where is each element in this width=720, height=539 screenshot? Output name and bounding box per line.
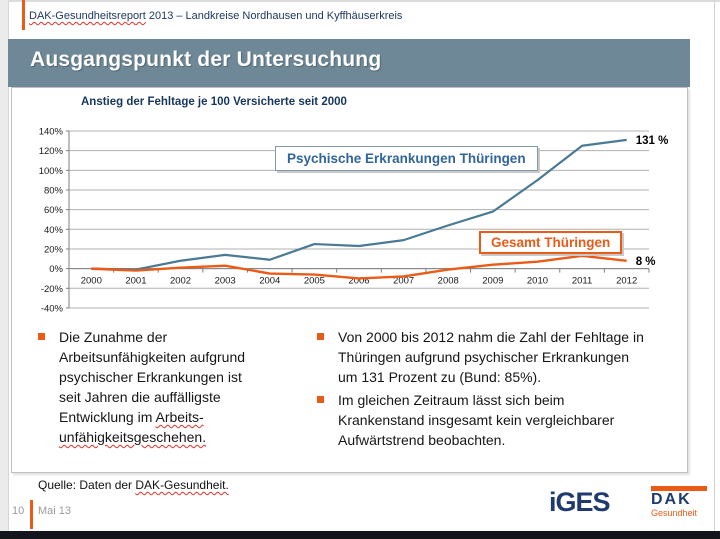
text-segment: um 131 Prozent zu (Bund: 85%). xyxy=(338,369,542,385)
text-segment: Von 2000 bis 2012 nahm die Zahl der Fehl… xyxy=(338,329,644,345)
svg-text:131 %: 131 % xyxy=(636,135,669,147)
text-segment: Die Zunahme der xyxy=(59,329,168,345)
slide-title: Ausgangspunkt der Untersuchung xyxy=(30,48,382,71)
svg-text:2007: 2007 xyxy=(393,276,414,287)
svg-text:2012: 2012 xyxy=(616,276,637,287)
svg-text:80%: 80% xyxy=(44,185,64,196)
source-note: Quelle: Daten der DAK-Gesundheit. xyxy=(38,478,229,492)
text-segment: Entwicklung im xyxy=(59,409,156,425)
text-segment: Arbeits- xyxy=(155,409,204,425)
svg-text:2002: 2002 xyxy=(170,276,191,287)
text-segment: DAK-Gesundheit. xyxy=(135,478,229,492)
text-segment: psychischer Erkrankungen ist xyxy=(59,369,242,385)
svg-text:2005: 2005 xyxy=(304,276,325,287)
content-box: Anstieg der Fehltage je 100 Versicherte … xyxy=(11,87,688,473)
svg-text:2004: 2004 xyxy=(259,276,280,287)
svg-text:2009: 2009 xyxy=(482,276,503,287)
bullet-square-icon xyxy=(317,396,324,403)
svg-text:2008: 2008 xyxy=(438,276,459,287)
svg-text:40%: 40% xyxy=(44,225,64,236)
text-segment: unfähigkeitsgeschehen. xyxy=(59,429,207,445)
svg-text:120%: 120% xyxy=(39,146,64,157)
footer-accent-bar xyxy=(30,500,33,529)
svg-text:2011: 2011 xyxy=(572,276,592,287)
window-top-edge xyxy=(8,0,720,2)
chart-area: -40% -20% 0% 20% 40% 60% 80% 100% 120% 140% 2000 20… xyxy=(32,116,669,324)
bullet-text: Im gleichen Zeitraum lässt sich beim Kran… xyxy=(338,390,614,450)
dak-logo-bar xyxy=(651,486,707,491)
bullet-square-icon xyxy=(317,333,324,340)
svg-text:140%: 140% xyxy=(39,127,64,138)
text-segment: Im gleichen Zeitraum lässt sich beim xyxy=(338,392,565,408)
footer-date: Mai 13 xyxy=(38,505,72,517)
bullet-item: Von 2000 bis 2012 nahm die Zahl der Fehl… xyxy=(317,327,689,387)
window-bottom-band xyxy=(0,531,720,539)
bullet-text: Von 2000 bis 2012 nahm die Zahl der Fehl… xyxy=(338,327,644,387)
dak-logo-name: DAK xyxy=(651,491,692,508)
bullet-square-icon xyxy=(38,333,45,340)
window-left-strip xyxy=(0,0,9,539)
text-segment: Krankenstand insgesamt kein vergleichbar… xyxy=(338,412,615,428)
dak-logo: DAK Gesundheit xyxy=(651,486,707,518)
svg-text:20%: 20% xyxy=(44,244,64,255)
bullet-text: Die Zunahme der Arbeitsunfähigkeiten aufg… xyxy=(59,327,245,447)
bullet-column-right: Von 2000 bis 2012 nahm die Zahl der Fehl… xyxy=(317,327,689,450)
bullet-item: Die Zunahme der Arbeitsunfähigkeiten aufg… xyxy=(38,327,338,447)
svg-text:2010: 2010 xyxy=(527,276,548,287)
svg-text:100%: 100% xyxy=(39,166,64,177)
header-accent-bar xyxy=(22,0,25,30)
bullet-item: Im gleichen Zeitraum lässt sich beim Kran… xyxy=(317,390,689,450)
svg-text:60%: 60% xyxy=(44,205,64,216)
iges-logo: iGES xyxy=(549,487,611,517)
text-segment: DAK-Gesundheitsreport xyxy=(29,10,146,22)
svg-text:-20%: -20% xyxy=(41,284,64,295)
svg-text:-40%: -40% xyxy=(41,303,64,314)
series-label-psychische-erkrankungen: Psychische Erkrankungen Thüringen xyxy=(275,146,538,171)
svg-text:2000: 2000 xyxy=(81,276,102,287)
report-header: DAK-Gesundheitsreport 2013 – Landkreise … xyxy=(29,10,402,22)
text-segment: 2013 – Landkreise Nordhausen und Kyffhäu… xyxy=(145,10,403,22)
text-segment: seit Jahren die auffälligste xyxy=(59,389,221,405)
bullet-column-left: Die Zunahme der Arbeitsunfähigkeiten aufg… xyxy=(38,327,338,447)
text-segment: Thüringen aufgrund psychischer Erkrankun… xyxy=(338,349,630,365)
dak-logo-subtitle: Gesundheit xyxy=(651,508,698,518)
svg-text:0%: 0% xyxy=(49,264,63,275)
svg-text:2001: 2001 xyxy=(125,276,146,287)
slide-title-banner: Ausgangspunkt der Untersuchung xyxy=(8,39,690,87)
svg-text:8 %: 8 % xyxy=(636,256,656,268)
text-segment: Aufwärtstrend beobachten. xyxy=(338,432,506,448)
text-segment: Arbeitsunfähigkeiten aufgrund xyxy=(59,349,246,365)
svg-text:2006: 2006 xyxy=(348,276,369,287)
window-right-edge xyxy=(714,0,715,531)
series-label-gesamt-thueringen: Gesamt Thüringen xyxy=(479,231,623,254)
chart-title: Anstieg der Fehltage je 100 Versicherte … xyxy=(81,96,347,108)
text-segment: Quelle: Daten der xyxy=(38,478,136,492)
page-number: 10 xyxy=(12,505,25,517)
svg-text:2003: 2003 xyxy=(215,276,236,287)
